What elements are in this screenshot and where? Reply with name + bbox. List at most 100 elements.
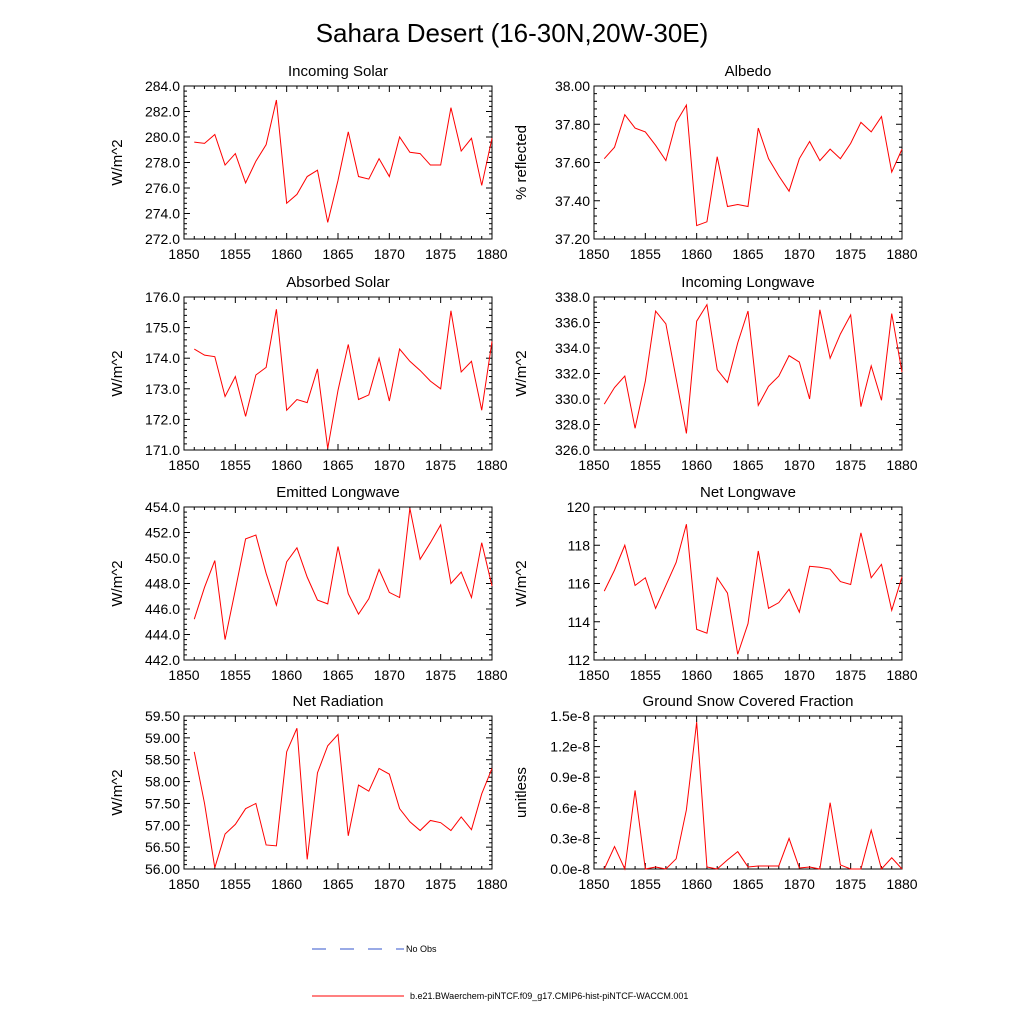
x-tick-label: 1860 [681,667,712,683]
x-tick-label: 1860 [681,876,712,892]
y-tick-label: 37.60 [555,155,590,171]
x-tick-label: 1860 [271,876,302,892]
y-tick-label: 112 [568,652,591,668]
series-line [603,722,903,871]
x-tick-label: 1870 [784,667,815,683]
x-tick-label: 1880 [476,246,507,262]
y-tick-label: 59.50 [145,708,180,724]
y-tick-label: 175.0 [145,320,180,336]
y-tick-label: 332.0 [555,366,590,382]
y-tick-label: 59.00 [145,730,180,746]
series-line [603,524,903,655]
plot-frame [593,296,903,451]
x-tick-label: 1865 [322,246,353,262]
x-tick-label: 1850 [578,246,609,262]
x-tick-label: 1870 [374,876,405,892]
x-tick-label: 1850 [168,246,199,262]
x-tick-label: 1855 [220,246,251,262]
panel-title: Net Radiation [293,693,384,710]
series-line [194,309,493,449]
y-tick-label: 448.0 [145,576,180,592]
panel-3: Absorbed Solar 1850 1855 1860 1865 1870 1875 18… [109,274,508,473]
y-tick-label: 57.00 [145,817,180,833]
x-tick-label: 1850 [578,457,609,473]
panel-title: Albedo [725,63,772,80]
x-tick-label: 1880 [886,876,917,892]
x-tick-label: 1865 [732,876,763,892]
x-tick-label: 1855 [630,246,661,262]
y-axis-label: W/m^2 [513,560,530,606]
y-tick-label: 174.0 [145,350,180,366]
legend: No Obs b.e21.BWaerchem-piNTCF.f09_g17.CM… [312,944,688,1001]
y-tick-label: 442.0 [145,652,180,668]
plot-frame [593,506,903,661]
y-tick-label: 446.0 [145,601,180,617]
panel-title: Net Longwave [700,484,796,501]
x-tick-label: 1860 [271,246,302,262]
x-tick-label: 1855 [630,876,661,892]
x-tick-label: 1875 [425,667,456,683]
y-tick-label: 326.0 [555,442,590,458]
x-tick-label: 1850 [168,457,199,473]
x-tick-label: 1875 [835,457,866,473]
plot-frame [183,85,493,240]
y-tick-label: 0.0e-8 [550,861,590,877]
panel-4: Incoming Longwave 1850 1855 1860 1865 1870 187… [513,274,918,473]
y-axis-label: W/m^2 [513,350,530,396]
series-line [193,508,493,640]
y-tick-label: 58.00 [145,774,180,790]
plot-frame [593,715,903,870]
y-tick-label: 57.50 [145,795,180,811]
x-tick-label: 1875 [425,457,456,473]
y-tick-label: 120 [567,499,591,515]
y-tick-label: 0.6e-8 [550,800,590,816]
x-tick-label: 1880 [886,457,917,473]
y-tick-label: 38.00 [555,78,590,94]
y-tick-label: 272.0 [145,231,180,247]
y-tick-label: 334.0 [555,340,590,356]
y-tick-label: 116 [568,576,591,592]
x-tick-label: 1870 [784,246,815,262]
panel-7: Net Radiation 1850 1855 1860 1865 1870 1875 188… [109,693,508,892]
y-tick-label: 452.0 [145,525,180,541]
panel-title: Emitted Longwave [276,484,399,501]
y-tick-label: 1.2e-8 [550,739,590,755]
x-tick-label: 1860 [681,246,712,262]
x-tick-label: 1870 [784,457,815,473]
x-tick-label: 1850 [168,876,199,892]
y-tick-label: 338.0 [555,289,590,305]
x-tick-label: 1875 [835,876,866,892]
y-tick-label: 450.0 [145,550,180,566]
legend-model-label: b.e21.BWaerchem-piNTCF.f09_g17.CMIP6-his… [410,991,688,1001]
x-tick-label: 1875 [425,246,456,262]
x-tick-label: 1855 [220,876,251,892]
y-axis-label: W/m^2 [109,350,126,396]
x-tick-label: 1865 [732,667,763,683]
x-tick-label: 1855 [630,457,661,473]
x-tick-label: 1870 [374,457,405,473]
y-axis-label: W/m^2 [109,769,126,815]
y-axis-label: W/m^2 [109,560,126,606]
x-tick-label: 1865 [322,876,353,892]
y-tick-label: 37.40 [555,193,590,209]
y-tick-label: 173.0 [145,381,180,397]
panel-title: Incoming Longwave [681,274,814,291]
x-tick-label: 1880 [476,457,507,473]
x-tick-label: 1850 [578,876,609,892]
y-tick-label: 0.3e-8 [550,830,590,846]
series-line [193,728,493,868]
x-tick-label: 1850 [578,667,609,683]
panel-1: Incoming Solar 1850 1855 1860 1865 1870 1875 18… [109,63,508,262]
panel-8: Ground Snow Covered Fraction 1850 1855 1860… [513,693,918,892]
x-tick-label: 1880 [886,246,917,262]
x-tick-label: 1855 [630,667,661,683]
panel-6: Net Longwave 1850 1855 1860 1865 1870 1875 1880… [513,484,918,683]
x-tick-label: 1875 [425,876,456,892]
y-tick-label: 172.0 [145,411,180,427]
plot-frame [183,296,493,451]
x-tick-label: 1860 [681,457,712,473]
y-tick-label: 274.0 [145,206,180,222]
x-tick-label: 1860 [271,667,302,683]
x-tick-label: 1875 [835,246,866,262]
